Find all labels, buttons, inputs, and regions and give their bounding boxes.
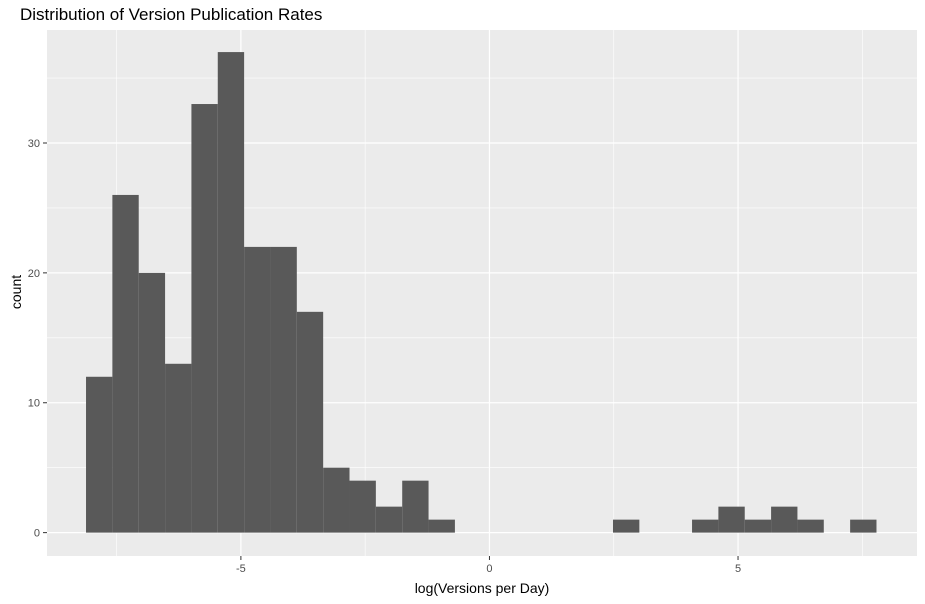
y-tick-label: 30 [28, 138, 40, 150]
histogram-bar [270, 246, 297, 533]
histogram-bar [191, 104, 218, 533]
y-axis-label: count [8, 274, 24, 310]
histogram-bar [612, 519, 640, 533]
histogram-bar [718, 506, 745, 533]
x-tick-label: 0 [486, 563, 492, 575]
chart-title: Distribution of Version Publication Rate… [20, 5, 323, 24]
histogram-bar [692, 519, 719, 533]
y-axis: 0 10 20 30 [28, 138, 47, 540]
histogram-bar [797, 519, 824, 533]
histogram-bar [217, 52, 245, 533]
y-tick-label: 0 [34, 528, 40, 540]
histogram-bar [138, 272, 166, 533]
histogram-bar [323, 467, 350, 533]
histogram-bar [244, 246, 271, 533]
x-axis-label: log(Versions per Day) [414, 580, 550, 596]
y-tick-label: 20 [28, 268, 40, 280]
histogram-bar [86, 376, 113, 533]
x-tick-label: 5 [735, 563, 741, 575]
histogram-bar [744, 519, 772, 533]
x-axis: -5 0 5 [236, 556, 741, 575]
histogram-bar [402, 480, 429, 533]
x-tick-label: -5 [236, 563, 246, 575]
histogram-bar [850, 519, 877, 533]
histogram-bar [296, 311, 324, 533]
histogram-bar [428, 519, 455, 533]
histogram-bar [349, 480, 376, 533]
y-tick-label: 10 [28, 398, 40, 410]
histogram-bar [112, 194, 139, 533]
histogram-bar [165, 363, 192, 533]
histogram-bar [375, 506, 403, 533]
histogram-bar [771, 506, 798, 533]
bars [86, 52, 877, 533]
